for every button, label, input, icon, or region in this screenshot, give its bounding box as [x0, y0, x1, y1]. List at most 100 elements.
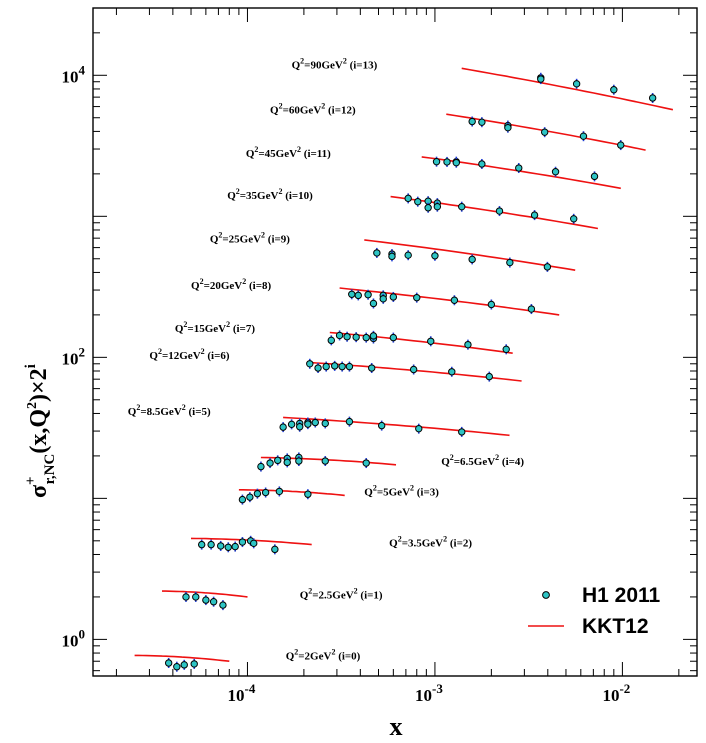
data-point	[409, 365, 418, 374]
legend: H1 2011 KKT12	[528, 584, 661, 638]
data-point	[238, 538, 247, 546]
y-tick-label: 102	[62, 344, 86, 368]
data-point	[415, 424, 423, 433]
bin-labels: Q2=2GeV2 (i=0) Q2=2.5GeV2 (i=1) Q2=3.5GeV2…	[128, 56, 525, 662]
bin-label-1: Q2=2.5GeV2 (i=1)	[300, 586, 383, 601]
data-point	[362, 333, 370, 342]
data-point	[551, 168, 560, 176]
data-point	[448, 368, 456, 376]
data-point	[180, 661, 188, 669]
model-curve-bin-0	[134, 654, 230, 662]
data-point	[530, 211, 539, 219]
data-point	[238, 495, 247, 504]
data-point	[207, 540, 215, 549]
bin-label-2: Q2=3.5GeV2 (i=2)	[389, 535, 472, 550]
legend-label-kkt12: KKT12	[582, 615, 649, 638]
data-point	[335, 331, 344, 340]
data-point	[413, 293, 421, 302]
bin-label-11: Q2=45GeV2 (i=11)	[246, 145, 331, 160]
data-point	[364, 291, 372, 299]
data-point	[352, 333, 360, 341]
data-point	[345, 417, 354, 426]
bin-label-0: Q2=2GeV2 (i=0)	[286, 648, 361, 663]
data-point	[345, 362, 354, 371]
data-point	[173, 663, 181, 671]
x-tick-label: 10-2	[602, 681, 630, 705]
data-point	[458, 428, 466, 436]
data-point	[468, 117, 476, 126]
data-point	[648, 94, 657, 102]
model-curve-bin-3	[238, 489, 345, 497]
data-point	[253, 489, 262, 498]
data-point	[343, 333, 351, 341]
data-point	[478, 160, 486, 168]
data-point	[368, 364, 376, 372]
bin-label-8: Q2=20GeV2 (i=8)	[191, 277, 271, 292]
data-point	[295, 457, 303, 465]
data-point	[304, 490, 312, 498]
data-point	[572, 80, 581, 88]
model-curve-bin-5	[283, 416, 510, 437]
x-axis-title: x	[390, 712, 403, 741]
data-point	[197, 540, 206, 549]
data-point	[570, 215, 578, 223]
data-point	[468, 255, 476, 264]
data-point	[540, 128, 549, 136]
model-curve-bin-13	[461, 67, 674, 111]
data-point	[287, 420, 296, 429]
data-point	[590, 172, 599, 181]
data-point	[432, 157, 441, 166]
data-point	[306, 360, 314, 368]
bin-label-3: Q2=5GeV2 (i=3)	[364, 483, 439, 498]
x-tick-label: 10-3	[415, 681, 443, 705]
model-curve-bin-10	[390, 195, 599, 230]
model-curve-bin-11	[421, 156, 621, 190]
data-point	[515, 164, 523, 172]
data-point	[362, 459, 370, 467]
data-point	[527, 305, 536, 313]
data-point	[579, 132, 588, 140]
bin-label-9: Q2=25GeV2 (i=9)	[210, 231, 290, 246]
data-point	[450, 296, 459, 304]
data-points	[164, 72, 657, 672]
data-point	[478, 118, 486, 126]
bin-label-6: Q2=12GeV2 (i=6)	[149, 347, 229, 362]
data-point	[257, 462, 265, 471]
data-point	[404, 194, 412, 203]
data-point	[164, 659, 173, 667]
data-point	[283, 458, 291, 467]
data-point	[321, 457, 329, 465]
data-point	[304, 420, 312, 428]
x-tick-label: 10-4	[228, 681, 256, 705]
data-point	[433, 202, 442, 211]
y-tick-label: 100	[62, 626, 86, 650]
data-point	[314, 364, 322, 372]
data-point	[424, 204, 432, 212]
data-point	[217, 542, 225, 550]
data-point	[427, 337, 435, 345]
data-point	[338, 362, 346, 371]
bin-label-4: Q2=6.5GeV2 (i=4)	[441, 453, 524, 468]
data-point	[246, 493, 254, 501]
data-point	[209, 598, 218, 606]
data-point	[388, 252, 396, 261]
data-point	[452, 158, 460, 167]
data-point	[192, 593, 200, 601]
data-point	[369, 299, 378, 308]
data-point	[369, 332, 378, 340]
data-point	[279, 423, 287, 431]
data-point	[275, 487, 284, 496]
y-axis-title: σ+ r,NC(x,Q2)×2i	[23, 364, 58, 498]
data-point	[224, 543, 232, 551]
model-lines	[134, 67, 674, 662]
data-point	[389, 333, 398, 342]
data-point	[219, 601, 227, 609]
data-point	[377, 421, 386, 430]
plot-frame	[92, 7, 698, 677]
legend-marker-h1	[542, 591, 550, 599]
data-point	[485, 372, 494, 381]
data-point	[506, 258, 514, 267]
data-point	[464, 340, 472, 349]
bin-label-12: Q2=60GeV2 (i=12)	[270, 102, 356, 117]
